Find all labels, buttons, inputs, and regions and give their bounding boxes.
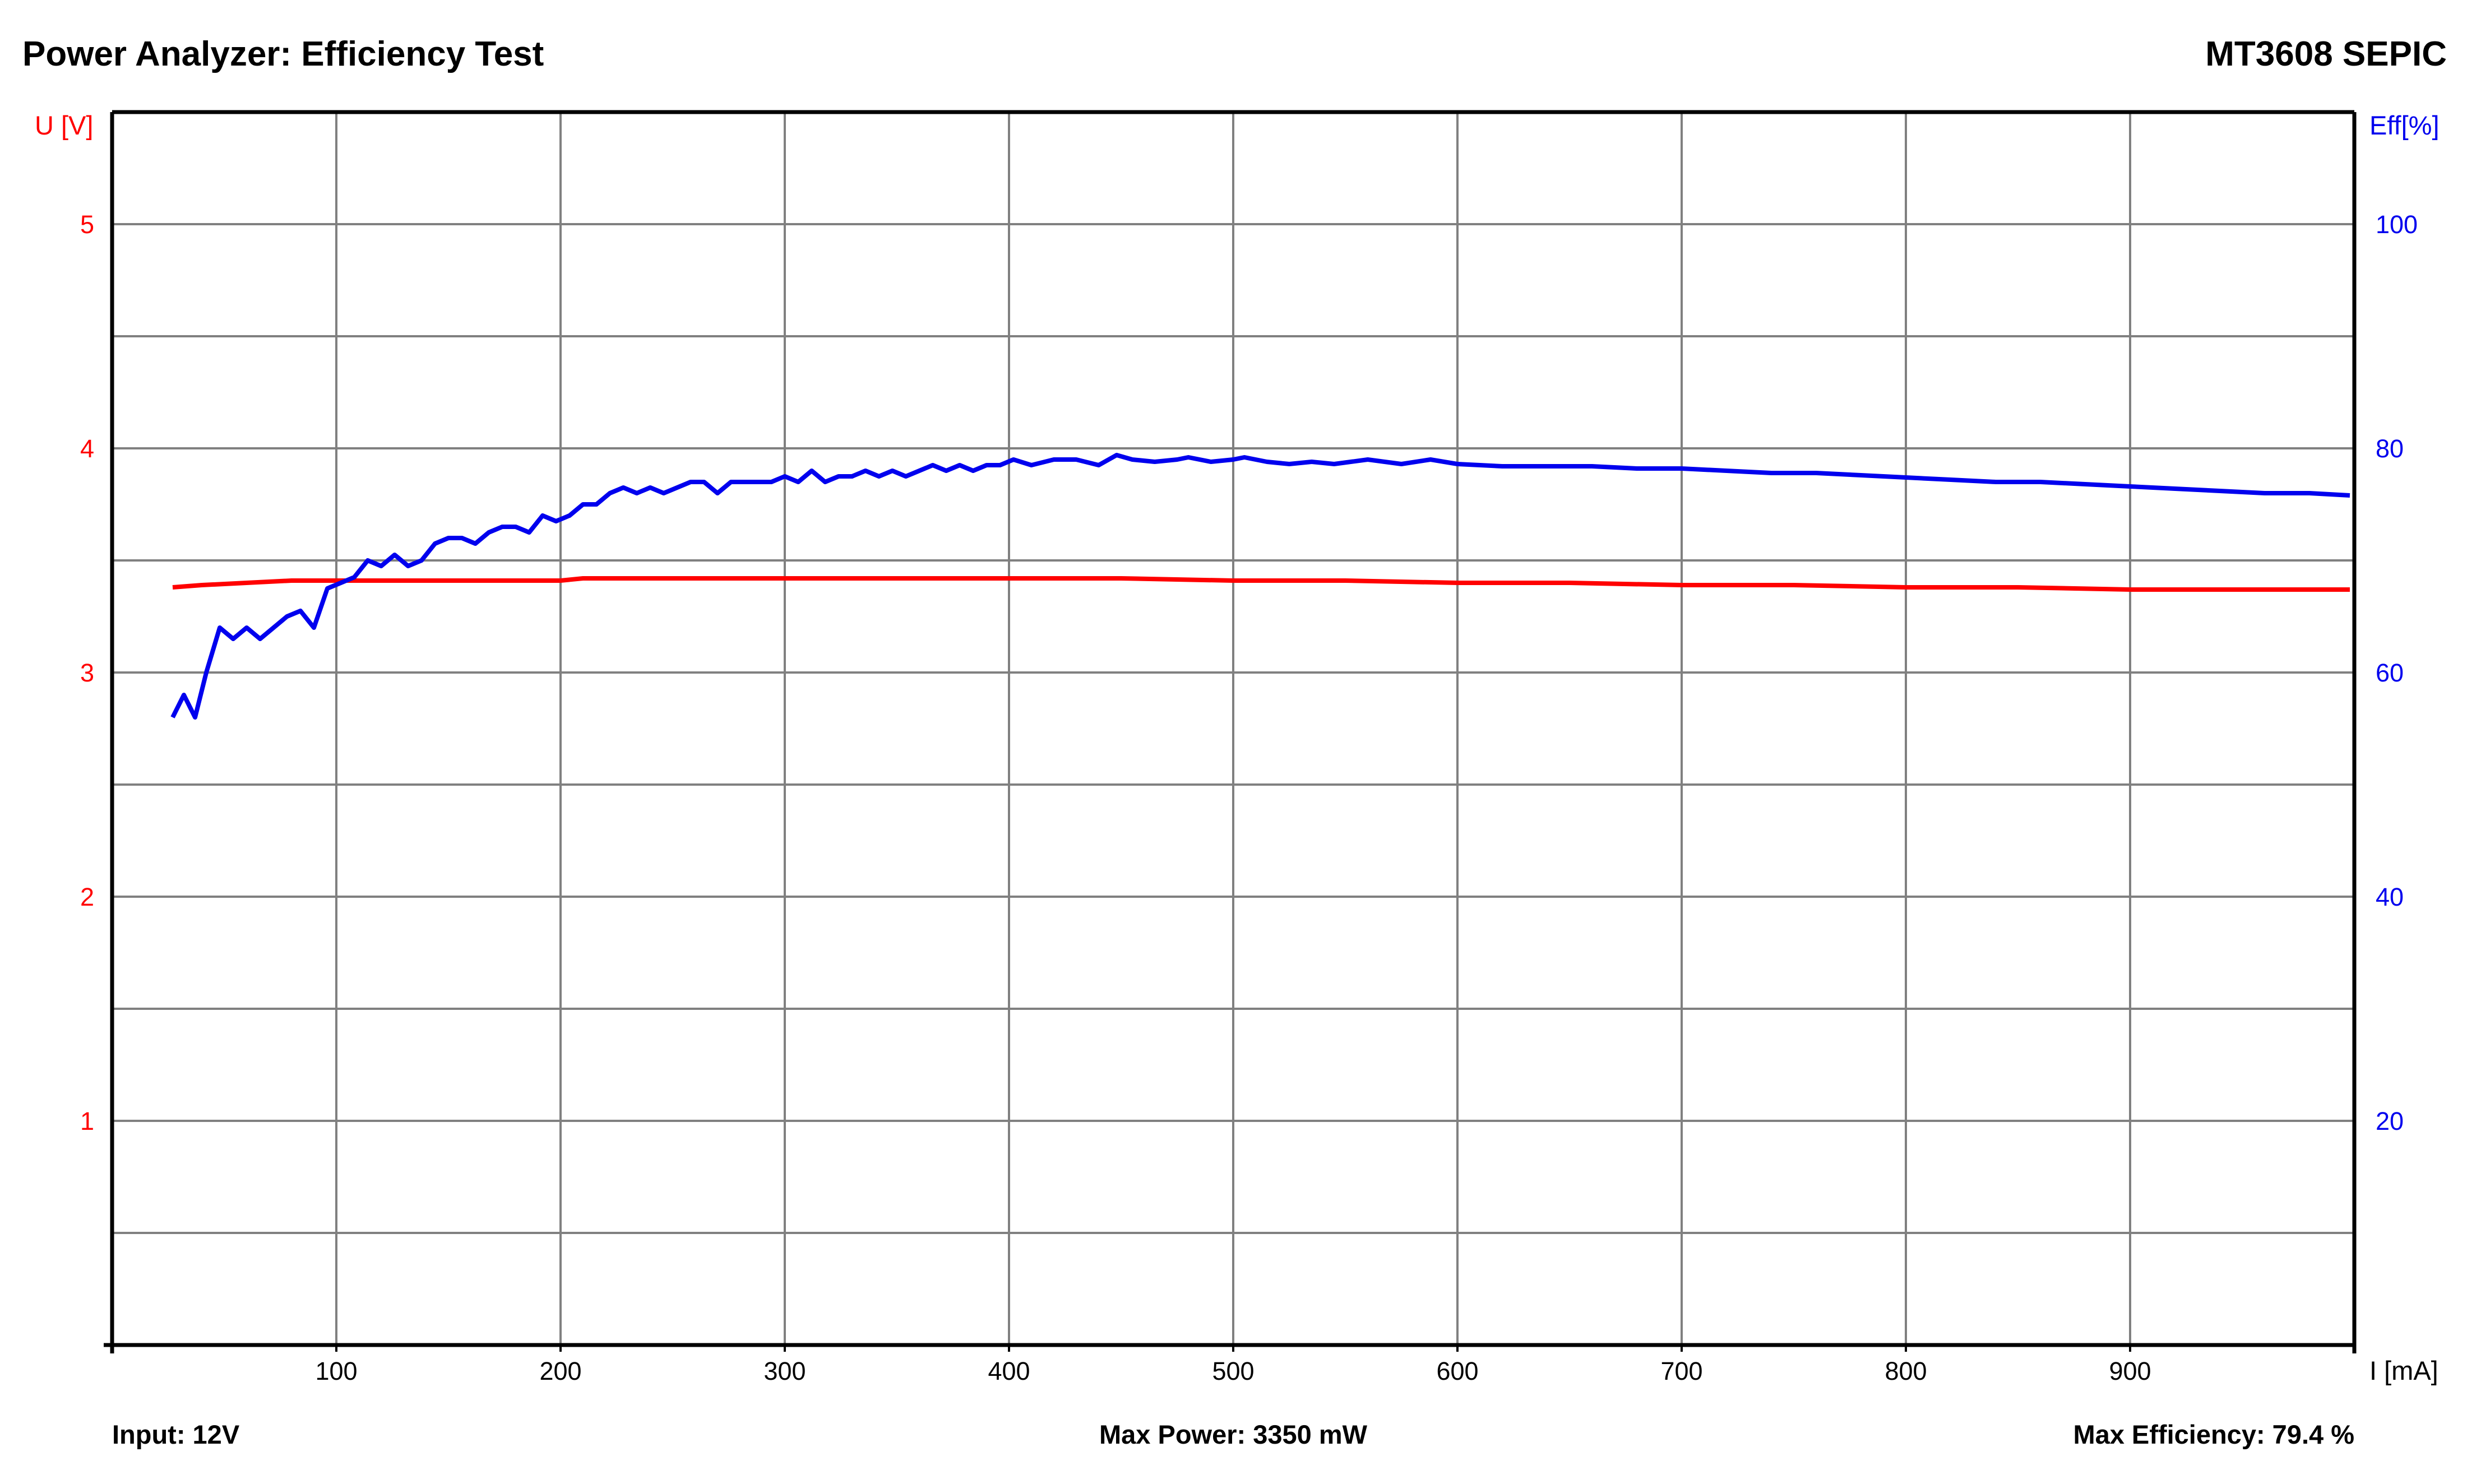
x-tick-label: 300 — [763, 1357, 806, 1385]
y-left-tick-label: 4 — [80, 434, 94, 463]
y-left-tick-label: 3 — [80, 658, 94, 687]
y-left-tick-label: 2 — [80, 883, 94, 911]
x-tick-label: 400 — [988, 1357, 1030, 1385]
x-tick-label: 700 — [1660, 1357, 1702, 1385]
x-tick-label: 900 — [2109, 1357, 2151, 1385]
x-tick-label: 800 — [1885, 1357, 1927, 1385]
device-label: MT3608 SEPIC — [2205, 35, 2447, 73]
series-lines — [170, 453, 2350, 720]
y-right-tick-label: 60 — [2376, 658, 2404, 687]
y-right-axis-label: Eff[%] — [2369, 110, 2440, 140]
chart-title: Power Analyzer: Efficiency Test — [22, 35, 544, 73]
efficiency-line — [170, 453, 2350, 720]
y-right-tick-label: 100 — [2376, 210, 2418, 239]
x-tick-label: 600 — [1436, 1357, 1478, 1385]
y-right-tick-label: 20 — [2376, 1107, 2404, 1135]
x-tick-label: 500 — [1212, 1357, 1254, 1385]
voltage-line — [172, 576, 2350, 592]
tick-labels: 100 200 300 400 500 600 700 800 900 1 2 3 4 5 20 40 60 80… — [80, 210, 2418, 1385]
y-right-tick-label: 80 — [2376, 434, 2404, 463]
y-right-tick-label: 40 — [2376, 883, 2404, 911]
x-axis-label: I [mA] — [2369, 1356, 2438, 1385]
y-left-axis-label: U [V] — [35, 110, 93, 140]
input-info: Input: 12V — [112, 1420, 240, 1449]
max-power-info: Max Power: 3350 mW — [1099, 1420, 1368, 1449]
plot-frame — [104, 110, 2357, 1353]
grid-lines — [112, 111, 2354, 1345]
x-tick-label: 200 — [539, 1357, 581, 1385]
y-left-tick-label: 5 — [80, 210, 94, 239]
x-tick-label: 100 — [315, 1357, 357, 1385]
max-efficiency-info: Max Efficiency: 79.4 % — [2073, 1420, 2354, 1449]
y-left-tick-label: 1 — [80, 1107, 94, 1135]
